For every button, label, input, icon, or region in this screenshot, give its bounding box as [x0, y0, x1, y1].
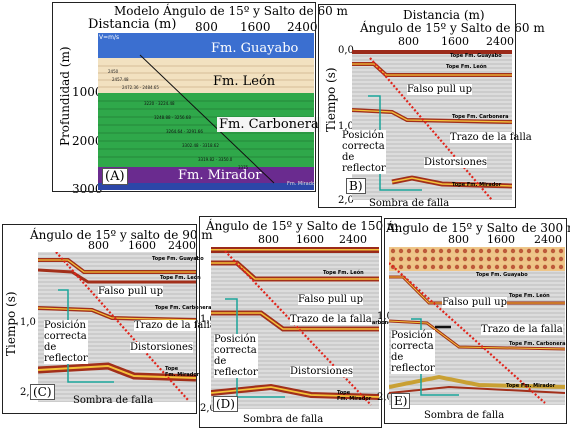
panel-c-tope-carbonera: Tope Fm. Carbonera	[155, 305, 212, 311]
panel-c-false-pullup: Falso pull up	[98, 286, 164, 297]
panel-d-frame	[199, 216, 382, 428]
panel-e-xtick-2400: 2400	[534, 233, 562, 246]
panel-b-fault-shadow: Sombra de falla	[369, 198, 450, 209]
panel-a-ytick-1000: 1000	[72, 85, 103, 99]
panel-e-tope-leon: Tope Fm. León	[509, 293, 550, 299]
geologic-model: 2450 2457.48 2472.36 · 2484.65 3220 · 32…	[98, 33, 314, 190]
panel-d-tag: (D)	[213, 396, 238, 412]
panel-c-frame	[2, 224, 197, 414]
panel-d-distortions: Distorsiones	[290, 366, 354, 377]
panel-c-xtick-1600: 1600	[128, 239, 156, 252]
panel-e-correct-position: Posición correcta de reflector	[391, 330, 435, 374]
panel-c-title: Ángulo de 15º y salto de 90 m	[30, 228, 213, 242]
panel-e-tope-mirador: Tope Fm. Mirador	[506, 383, 556, 389]
formation-leon: Fm. León	[213, 74, 276, 89]
formation-carbonera: Fm. Carbonera	[217, 117, 321, 132]
panel-c-correct-position: Posición correcta de reflector	[44, 320, 88, 364]
velocity-label: V=m/s	[99, 34, 120, 41]
panel-b-tope-guayabo: Tope Fm. Guayabo	[450, 53, 502, 59]
panel-e-xtick-800: 800	[448, 233, 469, 246]
panel-e-title: Ángulo de 15º y Salto de 300 m	[386, 221, 570, 235]
panel-d-fault-trace: Trazo de la falla	[290, 314, 372, 325]
panel-b-ytick-0: 0,0	[338, 45, 354, 56]
seismic-section-b	[352, 50, 512, 200]
panel-e-fault-trace: Trazo de la falla	[481, 324, 563, 335]
svg-text:2472.36 · 2484.65: 2472.36 · 2484.65	[122, 85, 159, 90]
panel-d-title: Ángulo de 15º y Salto de 150 m	[206, 219, 399, 233]
panel-d-tope-mirador-2: Fm. Mirador	[337, 396, 372, 402]
panel-d-xtick-1600: 1600	[296, 233, 324, 246]
formation-guayabo: Fm. Guayabo	[208, 41, 302, 56]
panel-a-xtick-1600: 1600	[240, 20, 271, 34]
panel-e-fault-shadow: Sombra de falla	[424, 410, 505, 421]
panel-d-correct-position: Posición correcta de reflector	[214, 334, 258, 378]
panel-c-distortions: Distorsiones	[130, 342, 194, 353]
panel-e-tag: E)	[391, 393, 411, 409]
panel-e-xtick-1600: 1600	[487, 233, 515, 246]
panel-d-ytick-2: 2,0	[200, 403, 216, 414]
panel-a-xtick-2400: 2400	[287, 20, 318, 34]
formation-mirador: Fm. Mirador	[178, 168, 262, 183]
panel-a-ytick-2000: 2000	[72, 134, 103, 148]
panel-c-tope-mirador-1: Tope	[165, 366, 179, 372]
panel-b-tag: B)	[346, 178, 366, 194]
svg-text:3375: 3375	[238, 165, 249, 170]
panel-a-xaxis-label: Distancia (m)	[88, 17, 177, 32]
panel-c-xtick-2400: 2400	[168, 239, 196, 252]
panel-b-tope-leon: Tope Fm. León	[446, 64, 487, 70]
panel-d-ytick-1: 1,0	[200, 314, 216, 325]
panel-a-ytick-3000: 3000	[72, 182, 103, 196]
panel-c-xtick-800: 800	[88, 239, 109, 252]
panel-c-fault-shadow: Sombra de falla	[73, 395, 154, 406]
panel-b-xaxis-label: Distancia (m)	[403, 8, 485, 22]
panel-b-ytick-2: 2,0	[338, 195, 354, 206]
panel-b-xtick-1600: 1600	[441, 35, 469, 48]
svg-text:3220 · 3224.48: 3220 · 3224.48	[144, 101, 175, 106]
panel-c-tag: (C)	[30, 384, 55, 400]
svg-text:3264.64 · 3291.66: 3264.64 · 3291.66	[166, 129, 203, 134]
panel-c-ytick-2: 2,0	[20, 387, 36, 398]
panel-b-ytick-1: 1,0	[338, 121, 354, 132]
panel-a-xtick-800: 800	[195, 20, 218, 34]
panel-a-title: Modelo Ángulo de 15º y Salto de 60 m	[114, 4, 348, 18]
svg-text:3319.82 · 3350.0: 3319.82 · 3350.0	[198, 157, 233, 162]
panel-d-false-pullup: Falso pull up	[298, 294, 364, 305]
panel-c-ytick-1: 1,0	[20, 317, 36, 328]
panel-e-tope-carbonera: Tope Fm. Carbonera	[509, 341, 566, 347]
panel-d-xtick-800: 800	[258, 233, 279, 246]
seismic-section-d	[211, 247, 379, 409]
panel-b-tope-carbonera: Tope Fm. Carbonera	[452, 114, 509, 120]
panel-b-frame	[318, 4, 516, 208]
panel-b-xtick-2400: 2400	[486, 35, 514, 48]
panel-b-tope-mirador: Tope Fm. Mirador	[452, 182, 502, 188]
panel-a-corner-tag: Fm. Mirador	[287, 181, 318, 187]
panel-c-tope-mirador-2: Fm. Mirador	[165, 372, 200, 378]
panel-c-fault-trace: Trazo de la falla	[134, 320, 216, 331]
panel-d-fault-shadow: Sombra de falla	[243, 414, 324, 425]
svg-text:2450: 2450	[108, 69, 119, 74]
panel-e-tope-guayabo: Tope Fm. Guayabo	[476, 272, 528, 278]
fault-line-model	[139, 54, 275, 184]
panel-a-frame	[52, 2, 316, 192]
svg-text:3302.48 · 3318.62: 3302.48 · 3318.62	[182, 143, 219, 148]
panel-d-xtick-2400: 2400	[339, 233, 367, 246]
panel-d-tope-leon: Tope Fm. León	[323, 270, 364, 276]
panel-c-tope-leon: Tope Fm. León	[160, 275, 201, 281]
panel-b-xtick-800: 800	[398, 35, 419, 48]
panel-b-distortions: Distorsiones	[424, 157, 488, 168]
panel-e-false-pullup: Falso pull up	[442, 297, 508, 308]
panel-b-false-pullup: Falso pull up	[407, 84, 473, 95]
panel-e-frame	[384, 218, 567, 424]
panel-b-fault-trace: Trazo de la falla	[450, 132, 532, 143]
svg-text:3248.88 · 3256.68: 3248.88 · 3256.68	[154, 115, 191, 120]
svg-text:2457.48: 2457.48	[112, 77, 129, 82]
panel-c-tope-guayabo: Tope Fm. Guayabo	[152, 256, 204, 262]
panel-a-tag: (A)	[102, 168, 128, 185]
panel-b-correct-position: Posición correcta de reflector	[342, 130, 386, 174]
panel-b-title: Ángulo de 15º y Salto de 60 m	[360, 21, 545, 35]
panel-d-tope-mirador-1: Tope	[337, 390, 351, 396]
